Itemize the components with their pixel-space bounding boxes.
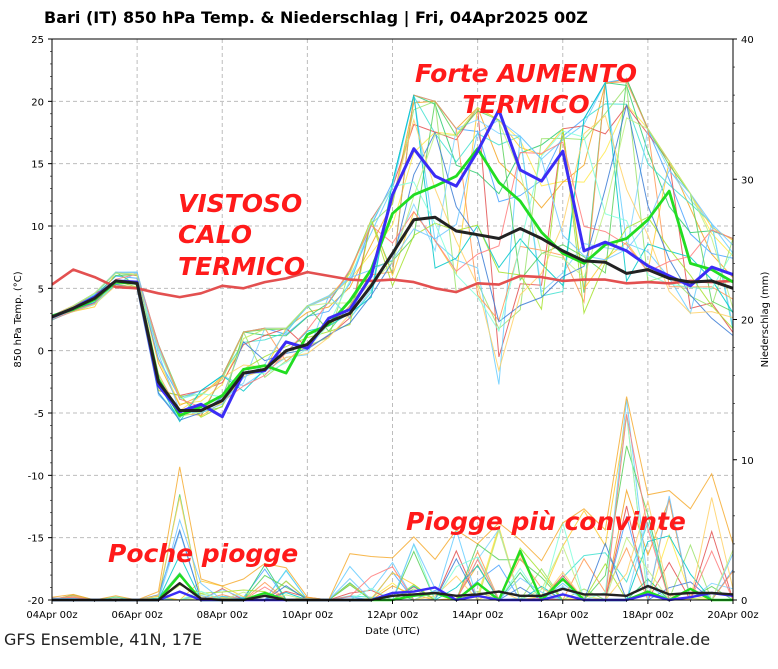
y-tick-label: 10 <box>31 222 44 233</box>
y-axis-label: 850 hPa Temp. (°C) <box>13 271 24 367</box>
y2-tick-label: 0 <box>741 596 747 607</box>
series-climate <box>51 268 734 299</box>
ensemble-member-line <box>51 130 734 400</box>
ensemble-member-line <box>51 106 734 418</box>
annotation-piogge-piu-convinte: Piogge più convinte <box>406 507 686 536</box>
x-tick-label: 08Apr 00z <box>197 610 248 621</box>
y-tick-label: -5 <box>34 409 44 420</box>
y-tick-label: 0 <box>38 347 44 358</box>
y-tick-label: 25 <box>31 35 44 46</box>
annotation-line: Forte AUMENTO <box>415 59 637 88</box>
y2-tick-label: 30 <box>741 175 754 186</box>
x-tick-label: 14Apr 00z <box>452 610 503 621</box>
y-tick-label: -20 <box>28 596 44 607</box>
x-tick-label: 10Apr 00z <box>282 610 333 621</box>
x-axis-label: Date (UTC) <box>365 626 420 637</box>
x-tick-label: 16Apr 00z <box>537 610 588 621</box>
ensemble-member-line <box>51 81 734 416</box>
x-tick-label: 18Apr 00z <box>622 610 673 621</box>
annotation-vistoso-calo-termico: VISTOSO CALO TERMICO <box>178 188 305 282</box>
x-tick-label: 20Apr 00z <box>707 610 758 621</box>
ensemble-member-line <box>51 119 734 414</box>
y2-tick-label: 40 <box>741 35 754 46</box>
y2-tick-label: 20 <box>741 316 754 327</box>
annotation-line: TERMICO <box>462 90 590 120</box>
series-operational <box>51 108 734 419</box>
annotation-line: CALO <box>178 220 252 250</box>
precip-ens-mean <box>52 582 734 602</box>
precip-max-line <box>51 396 734 601</box>
y2-axis-label: Niederschlag (mm) <box>760 272 771 368</box>
annotation-line: VISTOSO <box>178 189 303 218</box>
y-tick-label: -15 <box>28 534 44 545</box>
plot-frame <box>51 38 734 601</box>
y-tick-label: 15 <box>31 160 44 171</box>
x-tick-label: 12Apr 00z <box>367 610 418 621</box>
y-tick-label: -10 <box>28 471 44 482</box>
annotation-poche-piogge: Poche piogge <box>108 539 299 568</box>
model-info: GFS Ensemble, 41N, 17E <box>4 630 203 649</box>
y-tick-label: 5 <box>38 284 44 295</box>
annotation-line: TERMICO <box>178 251 306 281</box>
y-tick-label: 20 <box>31 97 44 108</box>
x-tick-label: 04Apr 00z <box>26 610 77 621</box>
y2-tick-label: 10 <box>741 456 754 467</box>
chart-title: Bari (IT) 850 hPa Temp. & Niederschlag |… <box>44 8 588 27</box>
ensemble-member-line <box>51 103 734 405</box>
annotation-forte-aumento-termico: Forte AUMENTO TERMICO <box>410 58 642 121</box>
source-credit: Wetterzentrale.de <box>566 630 711 649</box>
x-tick-label: 06Apr 00z <box>112 610 163 621</box>
series-ens-mean <box>51 215 734 412</box>
